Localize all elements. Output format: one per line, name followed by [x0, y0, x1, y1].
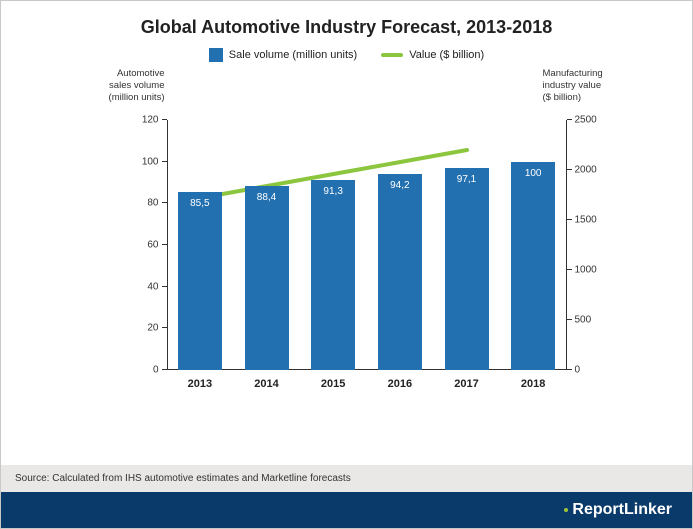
- legend-item-line: Value ($ billion): [381, 49, 484, 61]
- bar-value-label: 100: [511, 168, 555, 179]
- chart-area: Automotivesales volume(million units) Ma…: [47, 70, 647, 410]
- y-axis-left-title: Automotivesales volume(million units): [85, 68, 165, 104]
- y-left-tick-label: 60: [147, 240, 166, 251]
- bar: 97,1: [445, 168, 489, 370]
- y-left-tick-label: 80: [147, 198, 166, 209]
- y-right-tick-label: 1500: [567, 215, 597, 226]
- y-left-tick-label: 100: [142, 156, 167, 167]
- trend-line: [167, 120, 567, 370]
- brand-text: ReportLinker: [572, 501, 672, 519]
- y-right-tick-label: 0: [567, 365, 581, 376]
- y-right-tick-label: 1000: [567, 265, 597, 276]
- legend: Sale volume (million units) Value ($ bil…: [1, 48, 692, 62]
- bar-value-label: 94,2: [378, 180, 422, 191]
- y-left-tick-label: 120: [142, 115, 167, 126]
- legend-bar-label: Sale volume (million units): [229, 49, 357, 61]
- y-right-tick-mark: [567, 319, 572, 320]
- y-left-tick-mark: [162, 369, 167, 370]
- bar-value-label: 88,4: [245, 192, 289, 203]
- x-category-label: 2017: [454, 370, 478, 390]
- bar-value-label: 91,3: [311, 186, 355, 197]
- x-category-label: 2015: [321, 370, 345, 390]
- legend-swatch-line-icon: [381, 53, 403, 57]
- y-left-tick-mark: [162, 327, 167, 328]
- y-left-tick-mark: [162, 244, 167, 245]
- y-left-tick-mark: [162, 286, 167, 287]
- chart-card: Global Automotive Industry Forecast, 201…: [0, 0, 693, 529]
- y-right-tick-mark: [567, 119, 572, 120]
- plot-region: 0204060801001200500100015002000250085,52…: [167, 120, 567, 370]
- legend-line-label: Value ($ billion): [409, 49, 484, 61]
- bar: 88,4: [245, 186, 289, 370]
- y-right-tick-mark: [567, 269, 572, 270]
- y-left-tick-label: 0: [153, 365, 167, 376]
- y-right-tick-label: 2500: [567, 115, 597, 126]
- y-left-tick-label: 20: [147, 323, 166, 334]
- chart-title: Global Automotive Industry Forecast, 201…: [1, 1, 692, 48]
- bar: 85,5: [178, 192, 222, 370]
- source-note: Source: Calculated from IHS automotive e…: [1, 465, 692, 492]
- y-right-tick-mark: [567, 219, 572, 220]
- legend-swatch-bar-icon: [209, 48, 223, 62]
- y-left-tick-mark: [162, 161, 167, 162]
- bar-value-label: 85,5: [178, 198, 222, 209]
- bar: 91,3: [311, 180, 355, 370]
- y-right-tick-mark: [567, 169, 572, 170]
- y-right-tick-label: 2000: [567, 165, 597, 176]
- y-left-tick-mark: [162, 202, 167, 203]
- x-category-label: 2018: [521, 370, 545, 390]
- x-category-label: 2014: [254, 370, 278, 390]
- y-left-tick-label: 40: [147, 281, 166, 292]
- x-category-label: 2016: [388, 370, 412, 390]
- x-category-label: 2013: [188, 370, 212, 390]
- brand-logo: ReportLinker: [564, 501, 672, 519]
- bar: 94,2: [378, 174, 422, 370]
- footer-bar: ReportLinker: [1, 492, 692, 528]
- bar-value-label: 97,1: [445, 174, 489, 185]
- bar: 100: [511, 162, 555, 370]
- y-axis-right-title: Manufacturingindustry value($ billion): [543, 68, 623, 104]
- y-left-tick-mark: [162, 119, 167, 120]
- y-right-tick-mark: [567, 369, 572, 370]
- legend-item-bars: Sale volume (million units): [209, 48, 357, 62]
- brand-dot-icon: [564, 508, 568, 512]
- y-right-tick-label: 500: [567, 315, 592, 326]
